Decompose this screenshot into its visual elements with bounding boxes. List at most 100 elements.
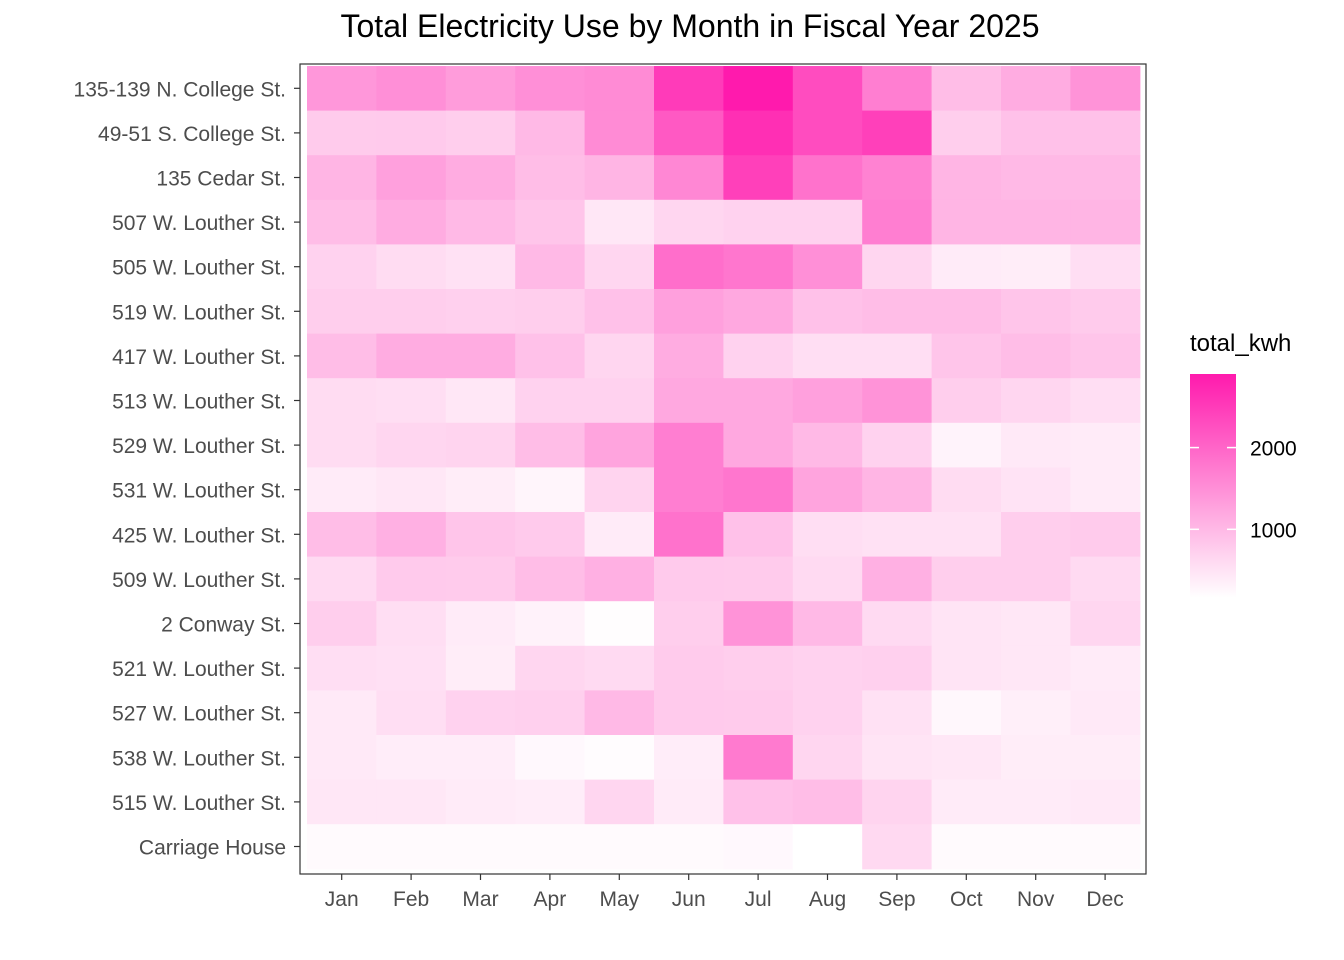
y-tick-label: 509 W. Louther St.: [112, 569, 286, 592]
heatmap-cell: [1001, 155, 1071, 201]
heatmap-cell: [792, 155, 863, 201]
heatmap-cell: [1001, 289, 1071, 335]
heatmap-cell: [1070, 467, 1141, 513]
heatmap-cell: [307, 556, 377, 602]
heatmap-cell: [723, 422, 794, 468]
heatmap-cell: [307, 199, 377, 245]
heatmap-cell: [515, 199, 586, 245]
heatmap-cell: [792, 110, 863, 156]
heatmap-cell: [931, 824, 1002, 870]
heatmap-cell: [445, 512, 516, 558]
heatmap-cell: [1001, 601, 1071, 647]
heatmap-cell: [445, 779, 516, 825]
heatmap-cell: [1070, 378, 1141, 424]
heatmap-cell: [862, 690, 933, 736]
heatmap-cell: [307, 244, 377, 290]
heatmap-cell: [515, 645, 586, 691]
heatmap-cell: [792, 512, 863, 558]
legend-title: total_kwh: [1190, 330, 1292, 357]
heatmap-cell: [1070, 422, 1141, 468]
heatmap-cell: [862, 556, 933, 602]
y-tick-label: 507 W. Louther St.: [112, 212, 286, 235]
heatmap-cell: [376, 422, 447, 468]
heatmap-cell: [723, 378, 794, 424]
heatmap-cell: [931, 199, 1002, 245]
heatmap-cell: [445, 289, 516, 335]
heatmap-cell: [515, 110, 586, 156]
heatmap-cell: [307, 333, 377, 379]
heatmap-cell: [654, 244, 724, 290]
heatmap-cell: [862, 289, 933, 335]
heatmap-cell: [584, 155, 655, 201]
heatmap-cell: [445, 333, 516, 379]
heatmap-cell: [1001, 199, 1071, 245]
heatmap-cell: [723, 155, 794, 201]
y-tick-label: 531 W. Louther St.: [112, 480, 286, 503]
y-tick-label: 135-139 N. College St.: [74, 78, 286, 101]
heatmap-cell: [1001, 779, 1071, 825]
heatmap-cell: [931, 512, 1002, 558]
heatmap-cell: [584, 645, 655, 691]
x-axis: Jan Feb Mar Apr May Jun Jul Aug Sep Oct Nov Dec: [325, 874, 1124, 911]
heatmap-cell: [1001, 735, 1071, 781]
heatmap-cell: [584, 199, 655, 245]
heatmap-cell: [1001, 333, 1071, 379]
heatmap-cell: [723, 645, 794, 691]
heatmap-cell: [862, 378, 933, 424]
heatmap-cell: [307, 155, 377, 201]
heatmap-cell: [1001, 690, 1071, 736]
heatmap-cell: [515, 690, 586, 736]
heatmap-cell: [376, 155, 447, 201]
heatmap-cell: [307, 779, 377, 825]
heatmap-cell: [1070, 155, 1141, 201]
heatmap-cell: [792, 199, 863, 245]
heatmap-cell: [445, 556, 516, 602]
heatmap-cell: [376, 779, 447, 825]
heatmap-cell: [445, 690, 516, 736]
heatmap-cell: [654, 556, 724, 602]
y-tick-label: 538 W. Louther St.: [112, 747, 286, 770]
heatmap-cell: [931, 467, 1002, 513]
heatmap-cell: [1001, 110, 1071, 156]
heatmap-cell: [1001, 66, 1071, 112]
heatmap-cell: [584, 556, 655, 602]
heatmap-cell: [862, 422, 933, 468]
heatmap-cell: [445, 824, 516, 870]
heatmap-cell: [445, 735, 516, 781]
heatmap-cell: [862, 244, 933, 290]
x-tick-label: Dec: [1086, 888, 1123, 911]
y-tick-label: 527 W. Louther St.: [112, 703, 286, 726]
heatmap-cell: [862, 467, 933, 513]
heatmap-cell: [723, 690, 794, 736]
heatmap-cell: [654, 690, 724, 736]
heatmap-cell: [584, 333, 655, 379]
heatmap-cell: [931, 378, 1002, 424]
heatmap-cell: [515, 244, 586, 290]
heatmap-cell: [376, 199, 447, 245]
heatmap-cell: [1070, 199, 1141, 245]
heatmap-cell: [931, 645, 1002, 691]
heatmap-cell: [376, 824, 447, 870]
heatmap-cell: [792, 556, 863, 602]
heatmap-cell: [376, 690, 447, 736]
heatmap-cell: [515, 66, 586, 112]
x-tick-label: Oct: [950, 888, 983, 911]
heatmap-cell: [931, 289, 1002, 335]
heatmap-cell: [1001, 556, 1071, 602]
heatmap-cell: [723, 66, 794, 112]
heatmap-cell: [931, 110, 1002, 156]
heatmap-cell: [931, 333, 1002, 379]
heatmap-cell: [931, 601, 1002, 647]
heatmap-cell: [931, 556, 1002, 602]
heatmap-cell: [792, 467, 863, 513]
heatmap-cell: [792, 824, 863, 870]
x-tick-label: Nov: [1017, 888, 1055, 911]
heatmap-cell: [515, 333, 586, 379]
heatmap-cell: [862, 824, 933, 870]
x-tick-label: Mar: [462, 888, 498, 911]
heatmap-cell: [862, 735, 933, 781]
heatmap-cell: [307, 422, 377, 468]
heatmap-cell: [792, 735, 863, 781]
heatmap-cell: [654, 601, 724, 647]
